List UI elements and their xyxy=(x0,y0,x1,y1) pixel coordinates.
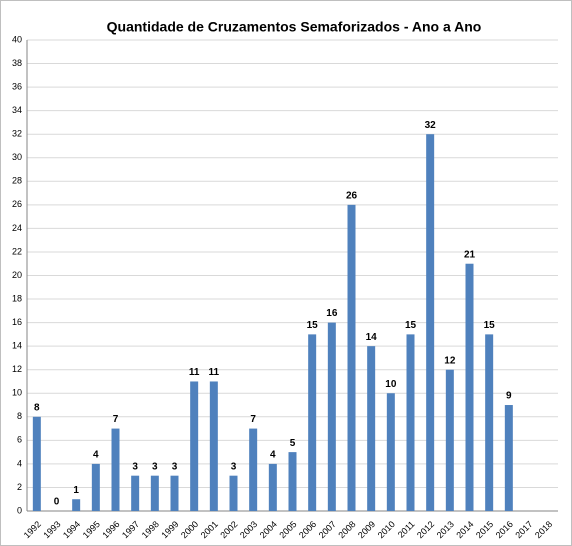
y-tick-label: 28 xyxy=(12,176,22,186)
y-tick-label: 10 xyxy=(12,388,22,398)
bar xyxy=(91,463,100,511)
value-label: 3 xyxy=(132,461,138,472)
value-label: 3 xyxy=(231,461,237,472)
y-tick-label: 4 xyxy=(17,458,22,468)
bar xyxy=(327,322,336,511)
bar xyxy=(426,134,435,511)
value-label: 16 xyxy=(326,308,338,319)
y-tick-label: 24 xyxy=(12,223,22,233)
value-label: 7 xyxy=(113,414,119,425)
bar xyxy=(367,346,376,511)
value-label: 15 xyxy=(307,320,319,331)
y-tick-label: 18 xyxy=(12,293,22,303)
chart-title: Quantidade de Cruzamentos Semaforizados … xyxy=(107,19,482,35)
bar xyxy=(229,475,238,511)
value-label: 9 xyxy=(506,391,512,402)
bar xyxy=(32,416,41,511)
y-tick-label: 38 xyxy=(12,58,22,68)
bar xyxy=(386,393,395,511)
y-tick-label: 26 xyxy=(12,199,22,209)
y-tick-label: 16 xyxy=(12,317,22,327)
bar xyxy=(150,475,159,511)
y-tick-label: 34 xyxy=(12,105,22,115)
bar xyxy=(170,475,179,511)
y-tick-label: 8 xyxy=(17,411,22,421)
bar xyxy=(268,463,277,511)
y-tick-label: 22 xyxy=(12,246,22,256)
y-tick-label: 20 xyxy=(12,270,22,280)
bar xyxy=(288,452,297,511)
value-label: 21 xyxy=(464,249,476,260)
y-tick-label: 40 xyxy=(12,34,22,44)
bar xyxy=(465,263,474,511)
y-tick-label: 32 xyxy=(12,129,22,139)
value-label: 3 xyxy=(172,461,178,472)
y-tick-label: 6 xyxy=(17,435,22,445)
y-tick-label: 14 xyxy=(12,341,22,351)
bar xyxy=(406,334,415,511)
bar xyxy=(445,369,454,511)
bar xyxy=(347,204,356,511)
y-tick-label: 0 xyxy=(17,505,22,515)
bar xyxy=(190,381,199,511)
y-tick-label: 2 xyxy=(17,482,22,492)
bar xyxy=(308,334,317,511)
bar xyxy=(131,475,140,511)
value-label: 15 xyxy=(405,320,417,331)
value-label: 3 xyxy=(152,461,158,472)
y-tick-label: 36 xyxy=(12,81,22,91)
value-label: 7 xyxy=(250,414,256,425)
value-label: 8 xyxy=(34,402,40,413)
value-label: 1 xyxy=(73,485,79,496)
y-tick-label: 12 xyxy=(12,364,22,374)
bar xyxy=(111,428,120,511)
bar xyxy=(209,381,218,511)
bar xyxy=(485,334,494,511)
value-label: 15 xyxy=(484,320,496,331)
value-label: 10 xyxy=(385,379,397,390)
bar xyxy=(504,405,513,511)
value-label: 0 xyxy=(54,497,60,508)
value-label: 11 xyxy=(209,367,220,378)
value-label: 11 xyxy=(189,367,200,378)
bar xyxy=(249,428,258,511)
bar xyxy=(72,499,81,511)
value-label: 5 xyxy=(290,438,296,449)
value-label: 26 xyxy=(346,190,358,201)
value-label: 14 xyxy=(366,332,378,343)
y-tick-label: 30 xyxy=(12,152,22,162)
value-label: 4 xyxy=(270,450,276,461)
value-label: 12 xyxy=(444,355,456,366)
value-label: 4 xyxy=(93,450,99,461)
value-label: 32 xyxy=(425,120,437,131)
